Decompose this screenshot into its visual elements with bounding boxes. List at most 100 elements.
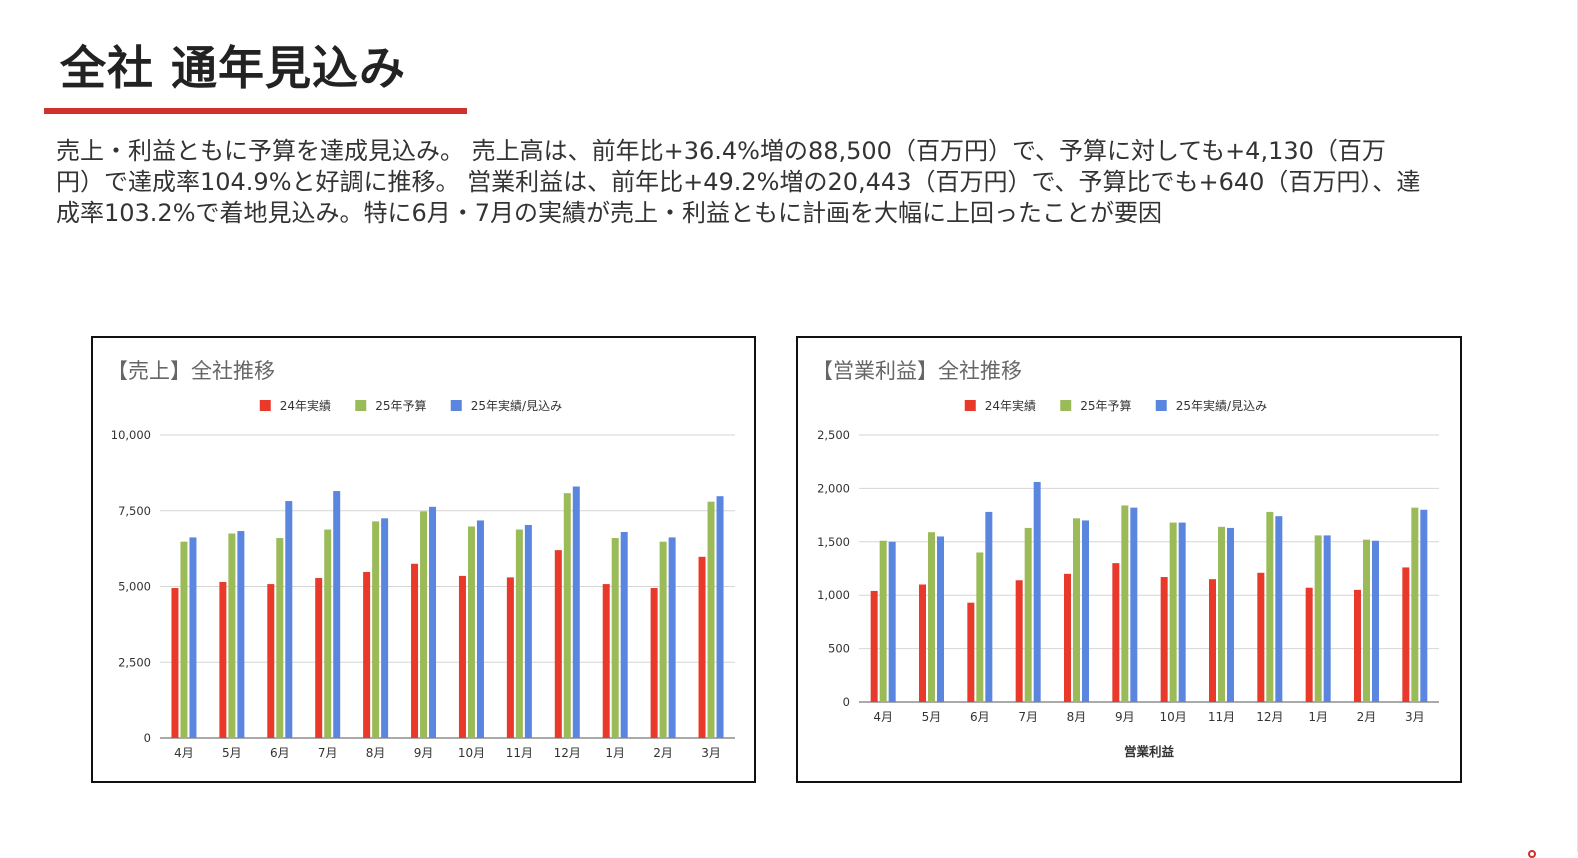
bar-1-2 bbox=[219, 581, 227, 738]
x-tick-label: 1月 bbox=[605, 746, 625, 760]
bar-2-2 bbox=[228, 533, 236, 738]
y-tick-label: 2,500 bbox=[817, 428, 850, 442]
bar-1-4 bbox=[315, 578, 323, 738]
bar-1-9 bbox=[1257, 572, 1265, 702]
bar-1-5 bbox=[363, 571, 371, 738]
legend-label: 24年実績 bbox=[985, 398, 1036, 413]
bar-2-1 bbox=[180, 541, 188, 738]
x-tick-label: 7月 bbox=[1018, 710, 1038, 724]
y-tick-label: 500 bbox=[828, 642, 850, 656]
bar-3-4 bbox=[1033, 481, 1041, 702]
bar-1-4 bbox=[1015, 580, 1023, 702]
bar-1-6 bbox=[411, 563, 419, 738]
bar-1-10 bbox=[1305, 587, 1313, 702]
bar-1-11 bbox=[1354, 589, 1361, 702]
bar-2-9 bbox=[563, 493, 571, 738]
bar-3-10 bbox=[1323, 535, 1331, 702]
y-tick-label: 1,500 bbox=[817, 535, 850, 549]
bar-3-3 bbox=[985, 511, 993, 702]
bar-1-12 bbox=[1402, 567, 1410, 702]
y-tick-label: 5,000 bbox=[118, 580, 151, 594]
legend-swatch bbox=[355, 400, 367, 411]
bar-3-1 bbox=[189, 537, 197, 738]
x-tick-label: 8月 bbox=[366, 746, 386, 760]
x-tick-label: 5月 bbox=[922, 710, 942, 724]
bar-2-7 bbox=[467, 526, 475, 738]
x-tick-label: 7月 bbox=[318, 746, 338, 760]
bar-2-6 bbox=[420, 511, 428, 738]
legend-label: 25年実績/見込み bbox=[1176, 398, 1267, 413]
bar-2-9 bbox=[1266, 511, 1274, 702]
x-tick-label: 2月 bbox=[1357, 710, 1377, 724]
bar-3-6 bbox=[1130, 507, 1138, 702]
bar-2-8 bbox=[1218, 526, 1225, 702]
bar-1-6 bbox=[1112, 563, 1120, 702]
legend-item-2: 25年予算 bbox=[1060, 398, 1132, 413]
bar-2-10 bbox=[611, 538, 619, 738]
legend-item-1: 24年実績 bbox=[964, 398, 1036, 413]
bar-2-4 bbox=[1024, 527, 1032, 702]
bar-1-8 bbox=[506, 577, 514, 738]
x-tick-label: 11月 bbox=[506, 746, 533, 760]
x-tick-label: 6月 bbox=[970, 710, 990, 724]
page-number-mark bbox=[1528, 850, 1536, 858]
chart-svg: 【営業利益】全社推移 24年実績 25年予算 25年実績/見込み 0 500 1,000 1,… bbox=[812, 359, 1439, 759]
bar-3-3 bbox=[285, 501, 293, 738]
x-tick-label: 12月 bbox=[1256, 710, 1283, 724]
bar-3-2 bbox=[237, 531, 245, 738]
x-tick-label: 2月 bbox=[653, 746, 673, 760]
bar-1-10 bbox=[602, 584, 610, 738]
bar-3-5 bbox=[381, 518, 389, 738]
bar-3-9 bbox=[572, 486, 580, 738]
bar-2-1 bbox=[879, 540, 887, 702]
bar-3-1 bbox=[888, 541, 896, 702]
sales-chart: 【売上】全社推移 24年実績 25年予算 25年実績/見込み 0 2,500 5,000 7,… bbox=[91, 336, 756, 783]
page-title: 全社 通年見込み bbox=[60, 41, 407, 95]
x-tick-label: 10月 bbox=[1160, 710, 1187, 724]
bar-2-12 bbox=[1411, 507, 1419, 702]
x-tick-label: 4月 bbox=[873, 710, 893, 724]
y-tick-label: 7,500 bbox=[118, 504, 151, 518]
bar-2-4 bbox=[324, 529, 332, 738]
bar-1-11 bbox=[650, 588, 658, 738]
bar-2-5 bbox=[1073, 518, 1080, 702]
bar-1-1 bbox=[171, 588, 179, 738]
legend-item-1: 24年実績 bbox=[259, 398, 331, 413]
bar-2-7 bbox=[1169, 522, 1177, 702]
legend-label: 24年実績 bbox=[280, 398, 331, 413]
bar-1-5 bbox=[1064, 573, 1071, 702]
legend-swatch bbox=[964, 400, 976, 411]
legend-swatch bbox=[259, 400, 271, 411]
y-tick-label: 0 bbox=[144, 731, 151, 745]
summary-line-2: 円）で達成率104.9%と好調に推移。 営業利益は、前年比+49.2%増の20,… bbox=[56, 168, 1421, 196]
x-tick-label: 6月 bbox=[270, 746, 290, 760]
x-tick-label: 4月 bbox=[174, 746, 194, 760]
legend-item-3: 25年実績/見込み bbox=[450, 398, 562, 413]
bar-1-9 bbox=[554, 550, 562, 738]
bar-1-2 bbox=[919, 584, 926, 702]
bar-1-1 bbox=[870, 590, 878, 702]
bar-3-5 bbox=[1082, 520, 1089, 702]
bar-1-3 bbox=[267, 584, 275, 738]
legend-label: 25年予算 bbox=[1080, 398, 1131, 413]
y-tick-label: 2,500 bbox=[118, 655, 151, 669]
bar-2-6 bbox=[1121, 505, 1129, 702]
operating-profit-chart: 【営業利益】全社推移 24年実績 25年予算 25年実績/見込み 0 500 1,000 1,… bbox=[796, 336, 1462, 783]
bar-3-6 bbox=[429, 506, 437, 738]
bar-2-3 bbox=[276, 538, 284, 738]
bar-3-9 bbox=[1275, 516, 1283, 702]
x-tick-label: 3月 bbox=[701, 746, 721, 760]
bar-2-8 bbox=[515, 529, 523, 738]
x-tick-label: 9月 bbox=[414, 746, 434, 760]
bar-3-12 bbox=[1420, 509, 1428, 702]
bar-1-7 bbox=[458, 575, 466, 738]
bar-1-3 bbox=[967, 602, 975, 702]
chart-title: 【売上】全社推移 bbox=[107, 359, 275, 383]
title-underline bbox=[44, 108, 467, 114]
legend-swatch bbox=[1060, 400, 1072, 411]
legend-swatch bbox=[1155, 400, 1167, 411]
x-tick-label: 5月 bbox=[222, 746, 242, 760]
bar-2-12 bbox=[707, 501, 715, 738]
bar-1-12 bbox=[698, 556, 706, 738]
x-tick-label: 9月 bbox=[1115, 710, 1135, 724]
